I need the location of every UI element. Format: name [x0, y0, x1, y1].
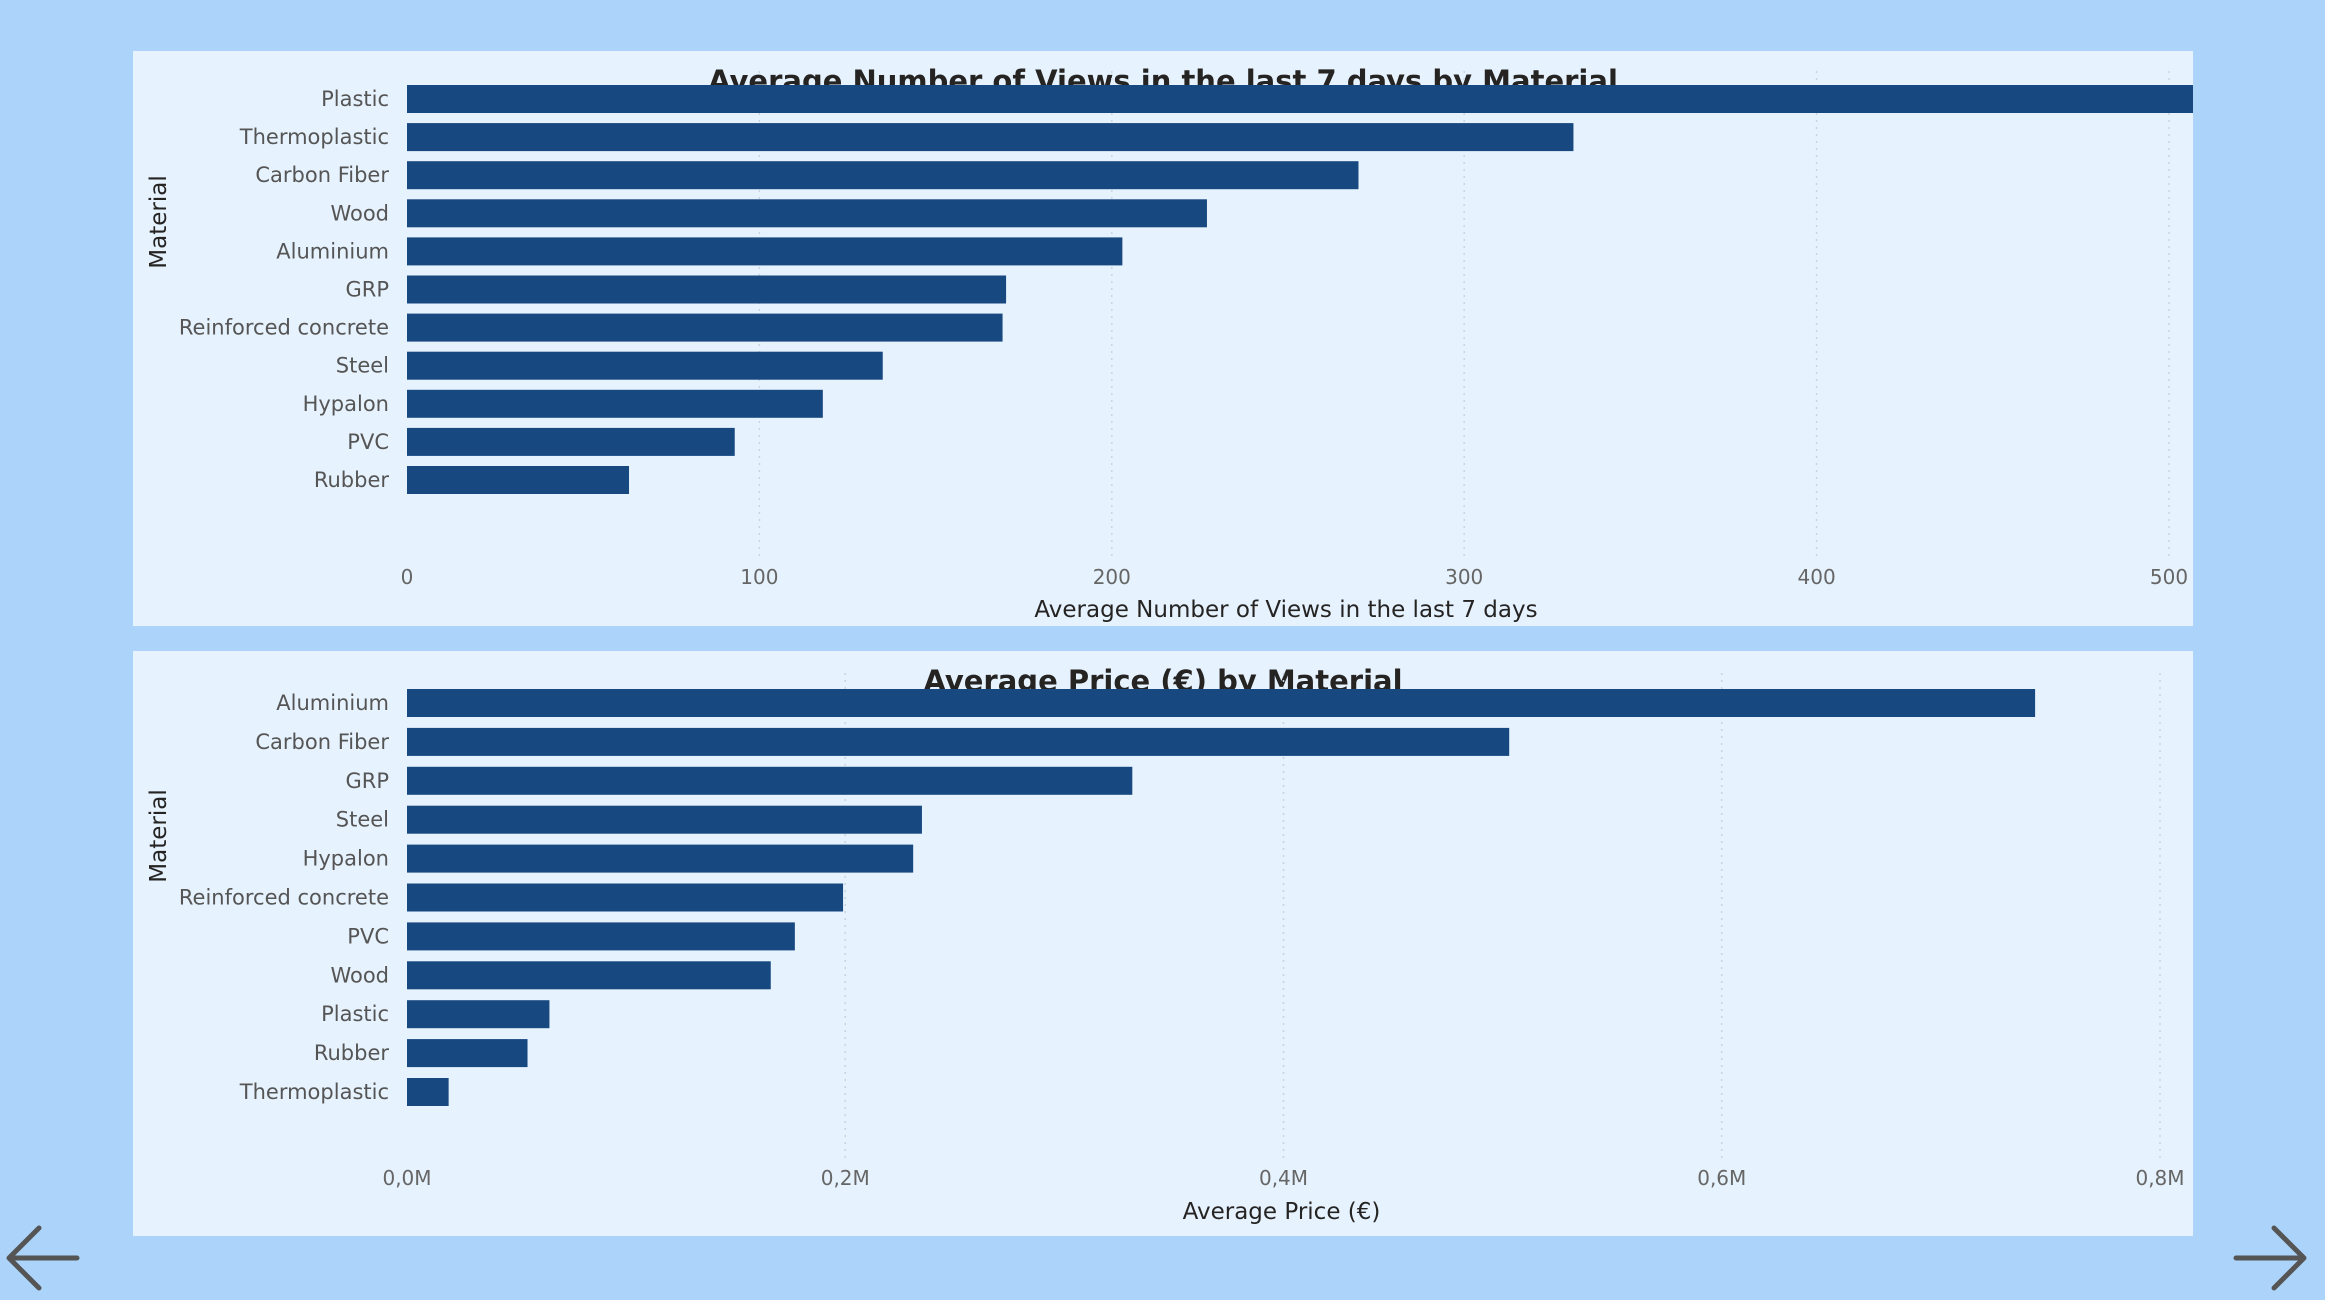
bar[interactable] — [407, 727, 1510, 756]
category-label: Thermoplastic — [239, 1080, 389, 1104]
x-tick-label: 300 — [1445, 565, 1483, 589]
bar[interactable] — [407, 123, 1574, 152]
category-label: Rubber — [314, 468, 390, 492]
x-tick-label: 500 — [2150, 565, 2188, 589]
bar[interactable] — [407, 805, 922, 834]
category-label: Steel — [336, 808, 389, 832]
arrow-right-icon[interactable] — [2230, 1218, 2310, 1298]
y-axis-title: Material — [146, 789, 172, 882]
x-tick-label: 0,4M — [1259, 1166, 1308, 1190]
x-tick-label: 100 — [740, 565, 778, 589]
category-label: Plastic — [321, 1002, 389, 1026]
category-label: Rubber — [314, 1041, 390, 1065]
x-tick-label: 0,2M — [821, 1166, 870, 1190]
category-label: Thermoplastic — [239, 125, 389, 149]
bar[interactable] — [407, 1078, 449, 1106]
category-label: GRP — [345, 769, 389, 793]
x-axis-title: Average Price (€) — [1183, 1199, 1381, 1225]
category-label: Aluminium — [276, 239, 389, 263]
bar[interactable] — [407, 389, 823, 418]
bar[interactable] — [407, 313, 1003, 342]
x-tick-label: 0,8M — [2135, 1166, 2184, 1190]
category-label: PVC — [347, 430, 389, 454]
bar[interactable] — [407, 237, 1123, 266]
x-tick-label: 400 — [1798, 565, 1836, 589]
category-label: Plastic — [321, 87, 389, 111]
views-bar-chart: Average Number of Views in the last 7 da… — [146, 64, 2193, 623]
bar[interactable] — [407, 427, 735, 456]
category-label: Wood — [330, 963, 389, 987]
bar[interactable] — [407, 275, 1007, 304]
category-label: Hypalon — [303, 392, 389, 416]
bar[interactable] — [407, 199, 1207, 228]
category-label: GRP — [345, 278, 389, 302]
arrow-left-icon[interactable] — [3, 1218, 83, 1298]
price-chart-panel: Average Price (€) by Material 0,0M 0,2M 0,4… — [133, 651, 2193, 1236]
y-axis-title: Material — [146, 175, 172, 268]
bar[interactable] — [407, 161, 1359, 190]
x-tick-label: 0,0M — [382, 1166, 431, 1190]
bar[interactable] — [407, 883, 844, 912]
category-label: Carbon Fiber — [255, 730, 389, 754]
category-label: Steel — [336, 354, 389, 378]
category-label: Reinforced concrete — [179, 886, 389, 910]
bar[interactable] — [407, 466, 630, 494]
x-tick-label: 0,6M — [1697, 1166, 1746, 1190]
category-label: Aluminium — [276, 691, 389, 715]
bar[interactable] — [407, 1039, 528, 1068]
bar[interactable] — [407, 844, 914, 873]
category-label: PVC — [347, 924, 389, 948]
views-chart-panel: Average Number of Views in the last 7 da… — [133, 51, 2193, 626]
bar[interactable] — [407, 766, 1133, 795]
bar[interactable] — [407, 961, 771, 990]
category-label: Carbon Fiber — [255, 163, 389, 187]
bar[interactable] — [407, 85, 2193, 113]
category-label: Hypalon — [303, 847, 389, 871]
x-tick-label: 0 — [401, 565, 414, 589]
bar[interactable] — [407, 922, 795, 951]
category-label: Reinforced concrete — [179, 316, 389, 340]
bar[interactable] — [407, 1000, 550, 1029]
x-axis-title: Average Number of Views in the last 7 da… — [1034, 597, 1537, 623]
bar[interactable] — [407, 351, 883, 380]
category-label: Wood — [330, 201, 389, 225]
bar[interactable] — [407, 689, 2036, 717]
x-tick-label: 200 — [1093, 565, 1131, 589]
